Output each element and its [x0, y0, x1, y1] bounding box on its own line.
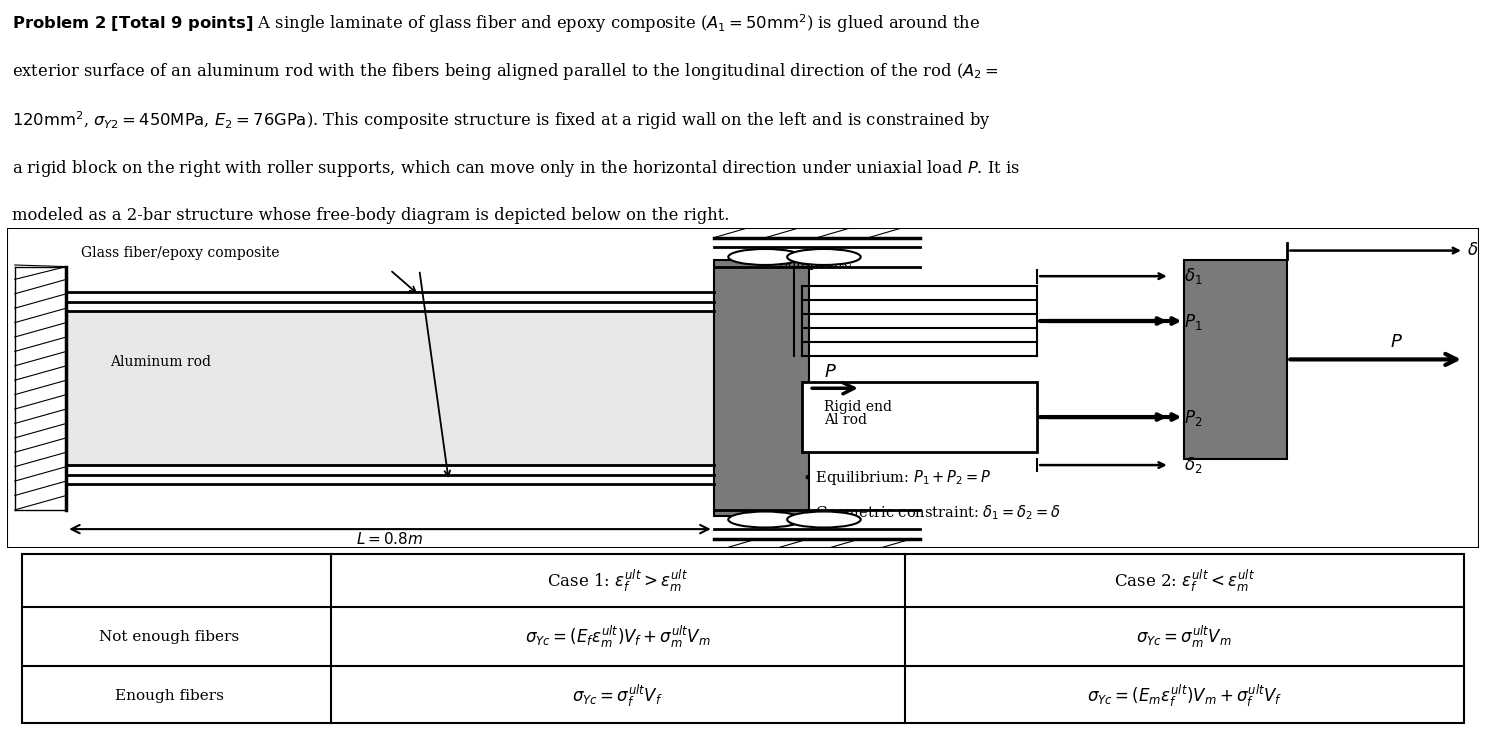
Text: $L = 0.8m$: $L = 0.8m$: [357, 531, 424, 547]
Text: a rigid block on the right with roller supports, which can move only in the hori: a rigid block on the right with roller s…: [12, 158, 1021, 180]
Text: Rigid end: Rigid end: [823, 400, 892, 414]
Text: $P$: $P$: [1391, 333, 1403, 350]
Text: $\delta_2$: $\delta_2$: [1184, 455, 1202, 475]
Bar: [713, 261, 810, 517]
Text: $\sigma_{Yc} = \sigma_f^{ult}V_f$: $\sigma_{Yc} = \sigma_f^{ult}V_f$: [572, 682, 663, 709]
Text: $P$: $P$: [823, 363, 837, 381]
Text: $\sigma_{Yc} = \sigma_m^{ult}V_m$: $\sigma_{Yc} = \sigma_m^{ult}V_m$: [1137, 623, 1232, 650]
Bar: [802, 382, 1037, 452]
Bar: [1184, 261, 1287, 459]
Text: $P_1$: $P_1$: [1184, 312, 1202, 333]
Text: Aluminum rod: Aluminum rod: [110, 355, 211, 369]
Circle shape: [728, 512, 802, 528]
Bar: [67, 311, 713, 465]
Text: $\delta$: $\delta$: [1467, 242, 1479, 259]
Circle shape: [728, 249, 802, 265]
Text: Not enough fibers: Not enough fibers: [100, 630, 239, 644]
Text: $\bullet$ Geometric constraint: $\delta_1 = \delta_2 = \delta$: $\bullet$ Geometric constraint: $\delta_…: [802, 503, 1061, 523]
Text: modeled as a 2-bar structure whose free-body diagram is depicted below on the ri: modeled as a 2-bar structure whose free-…: [12, 207, 730, 224]
Circle shape: [788, 249, 860, 265]
Text: Case 1: $\epsilon_f^{ult} > \epsilon_m^{ult}$: Case 1: $\epsilon_f^{ult} > \epsilon_m^{…: [547, 567, 688, 594]
Text: $120\mathrm{mm}^2$, $\sigma_{Y2} = 450\mathrm{MPa}$, $E_2 = 76\mathrm{GPa}$). Th: $120\mathrm{mm}^2$, $\sigma_{Y2} = 450\m…: [12, 110, 991, 132]
Text: $P_2$: $P_2$: [1184, 408, 1202, 428]
Text: Case 2: $\epsilon_f^{ult} < \epsilon_m^{ult}$: Case 2: $\epsilon_f^{ult} < \epsilon_m^{…: [1114, 567, 1254, 594]
Text: $\bullet$ Equilibrium: $P_1 + P_2 = P$: $\bullet$ Equilibrium: $P_1 + P_2 = P$: [802, 468, 991, 487]
Text: $\mathbf{Problem\ 2\ [Total\ 9\ points]}$ A single laminate of glass fiber and e: $\mathbf{Problem\ 2\ [Total\ 9\ points]}…: [12, 13, 981, 35]
Text: exterior surface of an aluminum rod with the fibers being aligned parallel to th: exterior surface of an aluminum rod with…: [12, 61, 999, 82]
Text: $\sigma_{Yc} = (E_f\epsilon_m^{ult})V_f + \sigma_m^{ult}V_m$: $\sigma_{Yc} = (E_f\epsilon_m^{ult})V_f …: [525, 623, 710, 650]
Bar: [15, 266, 67, 510]
Text: Al rod: Al rod: [823, 413, 866, 428]
Text: Composite: Composite: [777, 256, 851, 270]
Text: $\delta_1$: $\delta_1$: [1184, 266, 1202, 286]
Circle shape: [788, 512, 860, 528]
Text: $\sigma_{Yc} = (E_m\epsilon_f^{ult})V_m + \sigma_f^{ult}V_f$: $\sigma_{Yc} = (E_m\epsilon_f^{ult})V_m …: [1086, 682, 1282, 709]
Text: Glass fiber/epoxy composite: Glass fiber/epoxy composite: [80, 246, 279, 260]
Text: Enough fibers: Enough fibers: [114, 689, 224, 703]
